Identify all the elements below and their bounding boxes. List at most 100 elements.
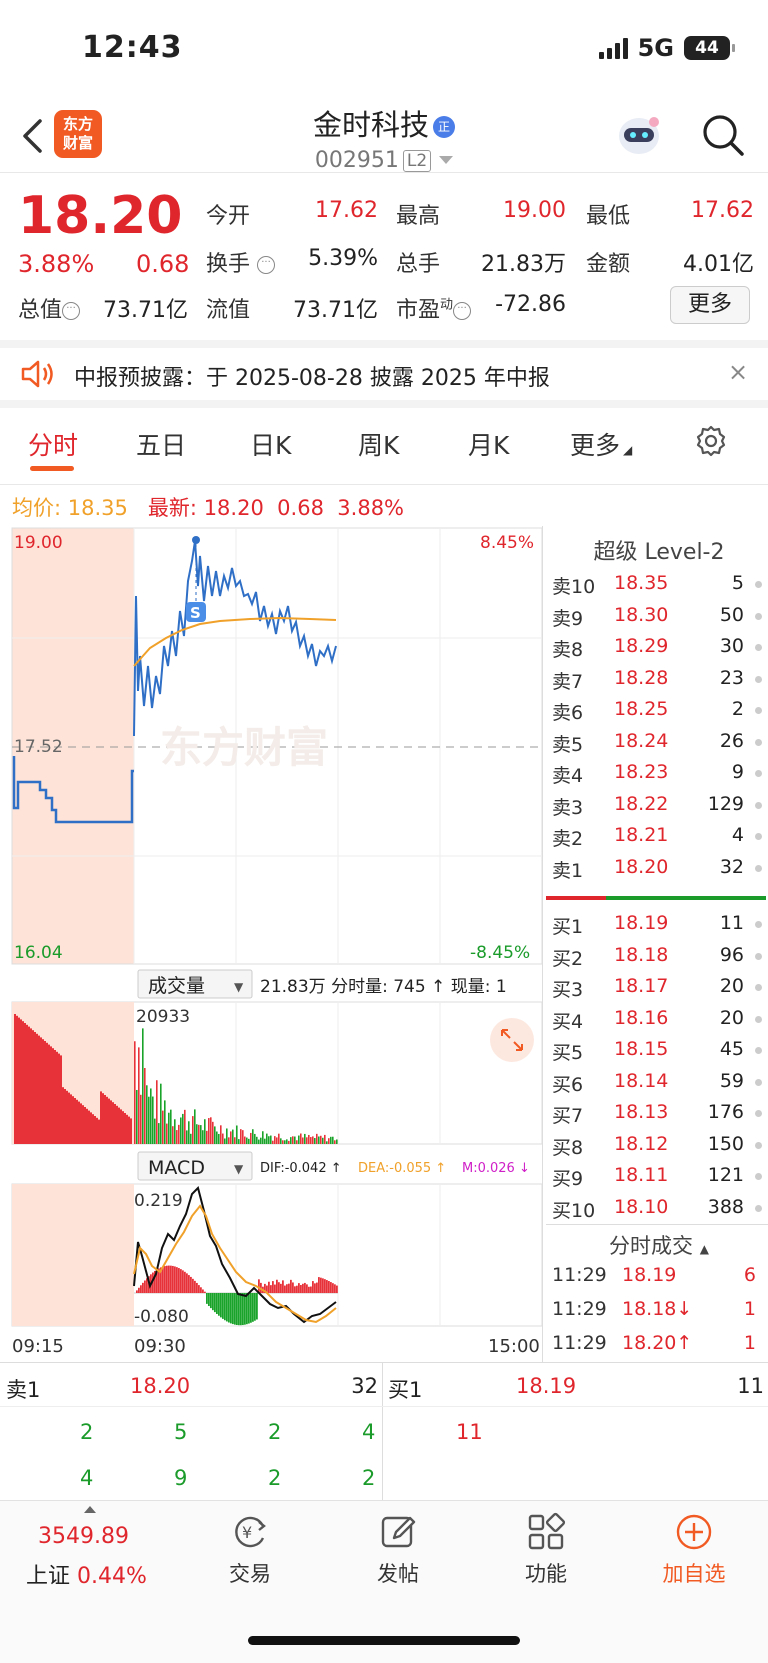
bid-row[interactable]: 买3 18.17 20 bbox=[552, 975, 766, 1005]
macd-bar bbox=[196, 1282, 198, 1293]
bid-volume: 388 bbox=[707, 1195, 744, 1218]
tab-more[interactable]: 更多 ◢ bbox=[570, 431, 633, 460]
volume-bar bbox=[262, 1131, 264, 1144]
ask-row[interactable]: 卖9 18.30 50 bbox=[552, 604, 766, 634]
bid-volume: 20 bbox=[719, 975, 744, 997]
ask-volume: 26 bbox=[719, 729, 744, 752]
notice-bar[interactable] bbox=[0, 340, 768, 408]
macd-bar bbox=[336, 1285, 338, 1293]
nav-add-watchlist[interactable]: 加自选 bbox=[644, 1512, 744, 1588]
ask-row[interactable]: 卖4 18.23 9 bbox=[552, 761, 766, 791]
bid-level: 买7 bbox=[552, 1105, 584, 1127]
macd-bar bbox=[158, 1268, 160, 1293]
volume-bar bbox=[224, 1138, 226, 1144]
ask-row[interactable]: 卖5 18.24 26 bbox=[552, 730, 766, 760]
ask-row[interactable]: 卖10 18.35 5 bbox=[552, 572, 766, 602]
nav-functions[interactable]: 功能 bbox=[496, 1512, 596, 1588]
volume-bar bbox=[122, 1111, 124, 1144]
volume-bar bbox=[36, 1033, 38, 1144]
volume-bar bbox=[318, 1136, 320, 1144]
index-value[interactable]: 3549.89 bbox=[38, 1524, 129, 1549]
bid-price: 18.18 bbox=[614, 943, 669, 966]
ask-row[interactable]: 卖7 18.28 23 bbox=[552, 667, 766, 697]
volume-bar bbox=[82, 1105, 84, 1144]
home-indicator[interactable] bbox=[248, 1636, 520, 1645]
macd-bar bbox=[166, 1265, 168, 1293]
stat-value-turnover: 5.39% bbox=[308, 246, 378, 271]
bid-row[interactable]: 买6 18.14 59 bbox=[552, 1070, 766, 1100]
search-icon[interactable] bbox=[700, 112, 746, 158]
ask-level: 卖4 bbox=[552, 765, 584, 787]
macd-bar bbox=[236, 1293, 238, 1325]
macd-bar bbox=[256, 1293, 258, 1320]
intraday-chart[interactable]: 东方财富 19.00 17.52 16.04 8.45% -8.45% S 成交… bbox=[0, 526, 544, 1362]
tab-five-day[interactable]: 五日 bbox=[136, 431, 187, 460]
bid-row[interactable]: 买5 18.15 45 bbox=[552, 1038, 766, 1068]
summary-sell-label: 卖1 bbox=[6, 1378, 41, 1402]
nav-post[interactable]: 发帖 bbox=[348, 1512, 448, 1588]
tab-monthly-k[interactable]: 月K bbox=[468, 431, 510, 460]
ask-row[interactable]: 卖8 18.29 30 bbox=[552, 635, 766, 665]
bid-row[interactable]: 买8 18.12 150 bbox=[552, 1133, 766, 1163]
volume-bar bbox=[200, 1125, 202, 1144]
robot-assistant-icon[interactable] bbox=[614, 112, 664, 158]
gear-icon[interactable] bbox=[694, 424, 728, 458]
ask-row[interactable]: 卖2 18.21 4 bbox=[552, 824, 766, 854]
volume-bar bbox=[282, 1140, 284, 1144]
macd-bar bbox=[254, 1293, 256, 1321]
volume-bar bbox=[300, 1133, 302, 1144]
volume-bar bbox=[134, 1041, 136, 1144]
up-arrow-icon bbox=[84, 1506, 96, 1513]
macd-bar bbox=[234, 1293, 236, 1325]
volume-bar bbox=[308, 1134, 310, 1144]
bid-row[interactable]: 买7 18.13 176 bbox=[552, 1101, 766, 1131]
bid-row[interactable]: 买1 18.19 11 bbox=[552, 912, 766, 942]
nav-trade[interactable]: ¥ 交易 bbox=[200, 1512, 300, 1588]
ask-row[interactable]: 卖1 18.20 32 bbox=[552, 856, 766, 886]
summary-sell-volume: 32 bbox=[351, 1374, 378, 1398]
stock-code[interactable]: 002951 L2 bbox=[0, 148, 768, 173]
dot-icon bbox=[755, 738, 762, 746]
close-icon[interactable]: × bbox=[728, 358, 749, 386]
volume-bar bbox=[190, 1133, 192, 1144]
price-summary-line: 均价: 18.35 最新: 18.20 0.68 3.88% bbox=[12, 496, 405, 520]
stat-label: 市盈动 ··· bbox=[396, 292, 472, 324]
pct-axis-top: 8.45% bbox=[480, 533, 534, 553]
back-icon[interactable] bbox=[20, 118, 46, 154]
macd-bar bbox=[220, 1293, 222, 1318]
notice-text: 中报预披露：于 2025-08-28 披露 2025 年中报 bbox=[74, 366, 550, 391]
ask-row[interactable]: 卖6 18.25 2 bbox=[552, 698, 766, 728]
volume-bar bbox=[194, 1109, 196, 1144]
bid-row[interactable]: 买4 18.16 20 bbox=[552, 1007, 766, 1037]
volume-bar bbox=[154, 1118, 156, 1144]
bid-price: 18.13 bbox=[614, 1101, 669, 1123]
dot-icon bbox=[755, 675, 762, 683]
index-name[interactable]: 上证 0.44% bbox=[26, 1564, 147, 1589]
trades-title[interactable]: 分时成交 ▲ bbox=[609, 1234, 709, 1258]
tab-daily-k[interactable]: 日K bbox=[250, 431, 292, 460]
volume-bar bbox=[234, 1137, 236, 1144]
tab-intraday[interactable]: 分时 bbox=[28, 431, 79, 460]
stat-label: 最低 bbox=[586, 204, 631, 229]
macd-bar bbox=[216, 1293, 218, 1314]
macd-bar bbox=[222, 1293, 224, 1319]
svg-text:¥: ¥ bbox=[242, 1523, 252, 1542]
tab-weekly-k[interactable]: 周K bbox=[358, 431, 400, 460]
bid-row[interactable]: 买9 18.11 121 bbox=[552, 1164, 766, 1194]
bid-level: 买6 bbox=[552, 1073, 584, 1096]
dot-icon bbox=[755, 1047, 762, 1054]
more-stats-button[interactable]: 更多 bbox=[670, 286, 750, 324]
app-logo[interactable]: 东方 财富 bbox=[54, 110, 102, 158]
bid-row[interactable]: 买10 18.10 388 bbox=[552, 1196, 766, 1226]
volume-bar bbox=[62, 1087, 64, 1144]
ask-row[interactable]: 卖3 18.22 129 bbox=[552, 793, 766, 823]
volume-bar bbox=[126, 1114, 128, 1144]
tab-active-indicator bbox=[30, 466, 74, 471]
ask-volume: 2 bbox=[731, 698, 744, 720]
change-percent: 3.88% bbox=[18, 250, 95, 278]
bid-level: 买2 bbox=[552, 947, 584, 970]
volume-bar bbox=[106, 1096, 108, 1144]
volume-bar bbox=[128, 1116, 130, 1144]
bid-row[interactable]: 买2 18.18 96 bbox=[552, 944, 766, 974]
macd-bar bbox=[226, 1293, 228, 1322]
